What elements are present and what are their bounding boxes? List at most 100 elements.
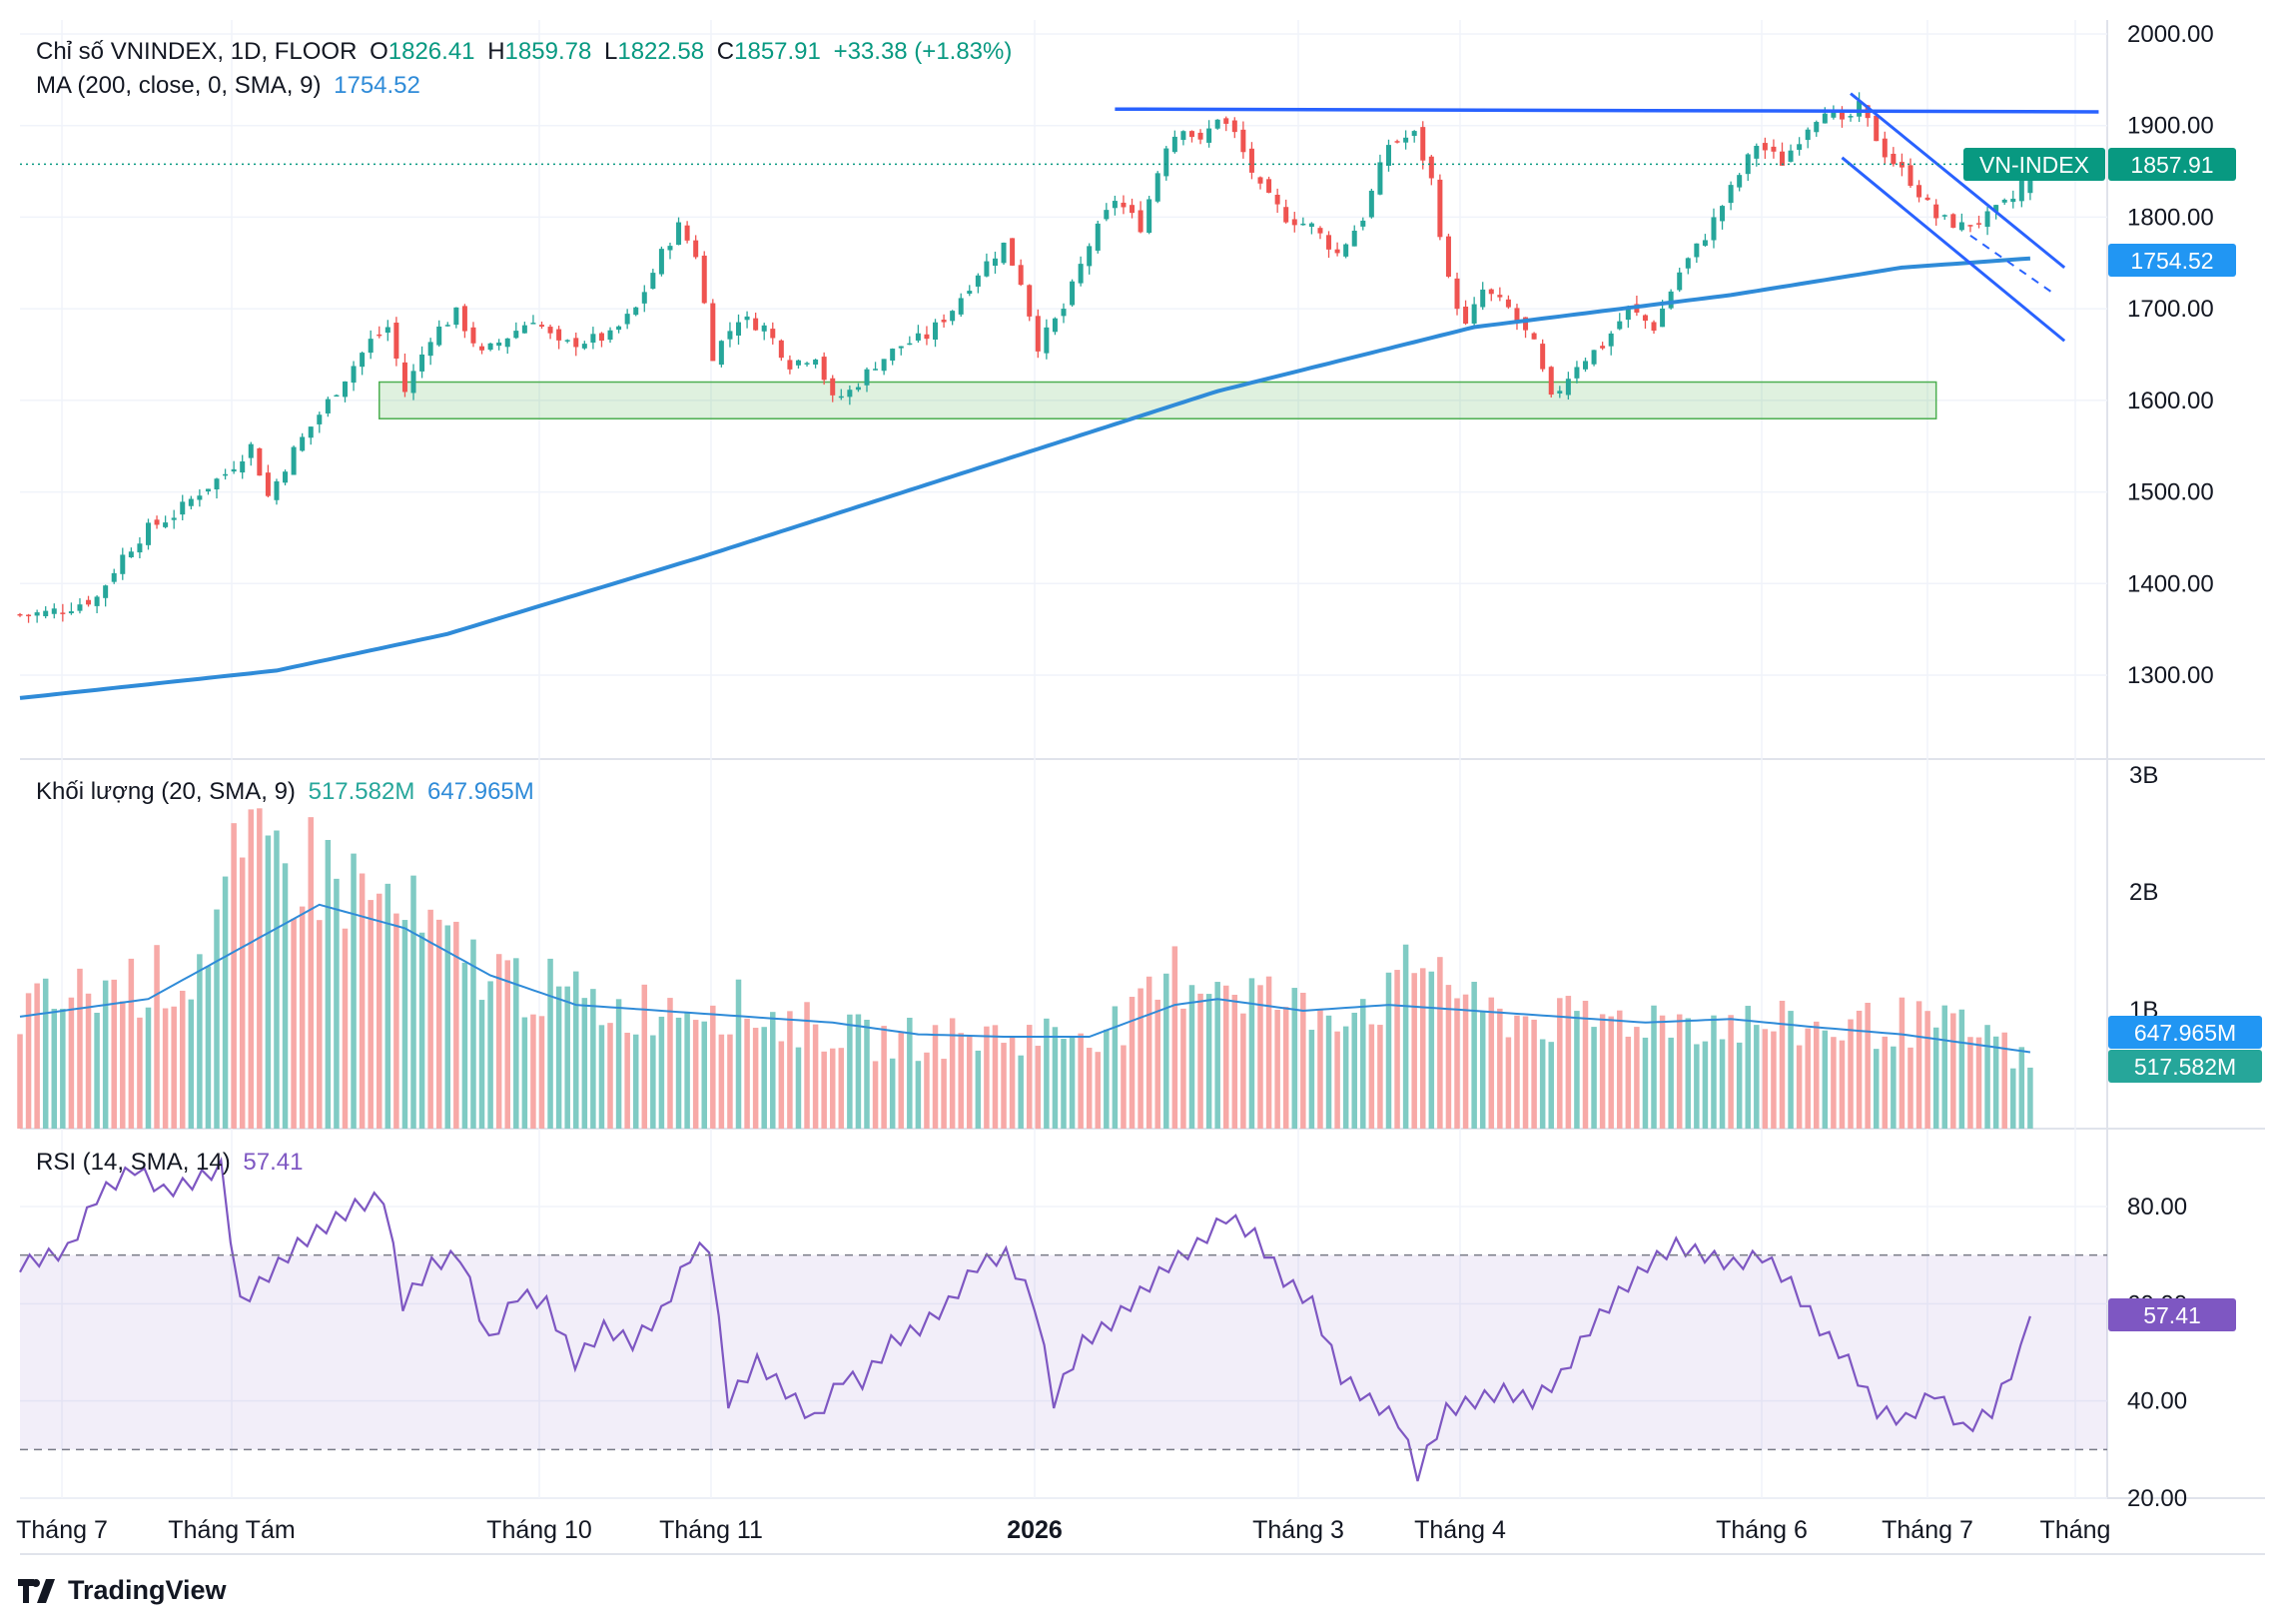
volume-bar <box>1941 1005 1948 1129</box>
ma200-line <box>19 256 2031 700</box>
volume-bar <box>889 1058 896 1129</box>
volume-bar <box>1129 997 1136 1129</box>
candle-body <box>94 596 100 606</box>
volume-bar <box>162 1008 169 1129</box>
volume-bar <box>51 1009 58 1129</box>
volume-bar <box>1044 1018 1050 1129</box>
volume-bar <box>1171 946 1178 1129</box>
volume-bar <box>1771 1031 1777 1129</box>
candle-body <box>847 390 853 398</box>
volume-bar <box>1984 1025 1990 1129</box>
volume-bar <box>1548 1042 1554 1129</box>
candle-body <box>1300 223 1306 226</box>
candle-body <box>384 327 390 334</box>
volume-bar <box>1385 972 1392 1129</box>
candle-body <box>581 344 587 349</box>
candle-body <box>1112 201 1118 209</box>
volume-bar <box>1975 1037 1982 1129</box>
volume-bar <box>393 913 399 1129</box>
time-tick-label: Tháng 6 <box>1716 1516 1808 1544</box>
volume-bar <box>265 835 272 1129</box>
volume-bar <box>111 979 117 1129</box>
candle-body <box>1326 235 1332 250</box>
candle-body <box>1223 118 1229 124</box>
channel-lower-line[interactable] <box>1841 156 2066 343</box>
volume-bar <box>1865 1003 1871 1129</box>
candle-body <box>881 359 887 372</box>
volume-bar <box>120 1001 126 1129</box>
candle-body <box>325 399 331 413</box>
volume-bar <box>1001 1043 1007 1129</box>
candle-body <box>1471 304 1477 324</box>
candle-body <box>744 316 750 321</box>
volume-bar <box>1685 1018 1692 1129</box>
candle-body <box>1266 179 1272 193</box>
volume-bar <box>1608 1016 1614 1129</box>
candle-body <box>804 363 810 365</box>
rsi-tick-label: 40.00 <box>2127 1388 2187 1415</box>
candle-body <box>1351 230 1357 247</box>
candle-body <box>1035 316 1041 352</box>
svg-text:647.965M: 647.965M <box>2134 1020 2236 1046</box>
time-axis: Tháng 7 Tháng Tám Tháng 10 Tháng 11 2026 Thán… <box>16 1516 2110 1544</box>
volume-bar <box>1377 1025 1383 1129</box>
candle-body <box>34 612 40 616</box>
volume-bars <box>17 808 2033 1129</box>
ma-label: MA (200, close, 0, SMA, 9) <box>36 72 322 99</box>
volume-bar <box>924 1052 930 1129</box>
candle-body <box>419 354 425 372</box>
candle-body <box>470 327 476 344</box>
volume-bar <box>257 808 263 1129</box>
volume-bar <box>188 999 195 1129</box>
volume-bar <box>812 1024 819 1129</box>
candle-body <box>539 325 544 328</box>
volume-bar <box>1471 981 1477 1129</box>
candle-body <box>521 325 527 334</box>
candle-body <box>103 585 109 598</box>
volume-bar <box>154 945 160 1129</box>
volume-bar <box>2001 1032 2007 1129</box>
candle-body <box>2010 198 2016 203</box>
candle-body <box>1857 101 1863 117</box>
candle-body <box>1617 321 1623 330</box>
volume-bar <box>829 1048 836 1129</box>
candle-body <box>1130 205 1136 214</box>
candle-body <box>1882 138 1888 158</box>
time-tick-label: Tháng 10 <box>486 1516 592 1544</box>
volume-bar <box>1891 1046 1897 1129</box>
price-tick-label: 1600.00 <box>2127 388 2214 414</box>
resistance-line[interactable] <box>1115 107 2099 114</box>
volume-bar <box>1634 1027 1640 1129</box>
candle-body <box>1720 206 1726 222</box>
volume-bar <box>1582 1001 1589 1129</box>
volume-bar <box>359 873 366 1129</box>
candle-body <box>676 222 682 246</box>
tradingview-logo[interactable]: TradingView <box>18 1575 227 1606</box>
candle-body <box>274 480 280 500</box>
candle-body <box>377 334 382 337</box>
channel-upper-line[interactable] <box>1850 92 2066 270</box>
candle-body <box>1574 367 1580 379</box>
candle-body <box>171 517 177 520</box>
candle-body <box>1591 350 1597 365</box>
candle-body <box>1839 112 1845 120</box>
volume-bar <box>564 986 570 1129</box>
volume-bar <box>1462 994 1469 1129</box>
candle-body <box>1197 132 1203 140</box>
volume-bar <box>1402 944 1409 1129</box>
volume-bar <box>85 993 92 1129</box>
candle-body <box>401 362 407 393</box>
volume-bar <box>137 1017 143 1129</box>
svg-text:57.41: 57.41 <box>2143 1302 2201 1328</box>
candle-body <box>727 331 733 340</box>
volume-bar <box>975 1050 982 1129</box>
volume-bar <box>521 1017 528 1129</box>
candle-body <box>1231 120 1237 133</box>
candle-body <box>128 551 134 557</box>
volume-bar <box>1121 1045 1127 1129</box>
volume-bar <box>1078 1033 1084 1129</box>
volume-bar <box>1342 1026 1349 1129</box>
volume-bar <box>770 1012 776 1129</box>
candle-body <box>1454 278 1460 310</box>
